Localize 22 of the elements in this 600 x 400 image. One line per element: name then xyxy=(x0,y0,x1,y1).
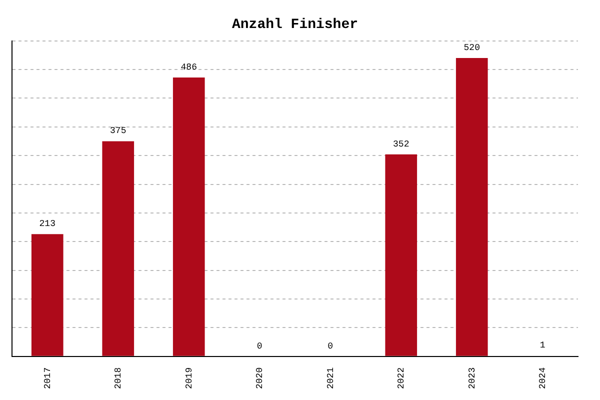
data-label: 0 xyxy=(256,341,262,352)
data-label: 520 xyxy=(464,42,480,53)
x-tick-label: 2020 xyxy=(255,367,266,390)
x-tick-label: 2018 xyxy=(114,367,124,390)
data-label: 0 xyxy=(328,341,334,352)
bar xyxy=(172,78,205,356)
data-label: 213 xyxy=(39,219,56,230)
chart-title: Anzahl Finisher xyxy=(232,16,358,33)
bar xyxy=(102,141,134,356)
x-tick-label: 2017 xyxy=(42,367,53,390)
x-tick-label: 2021 xyxy=(326,367,336,390)
bar xyxy=(456,58,488,356)
x-tick-label: 2019 xyxy=(184,367,194,390)
x-tick-label: 2022 xyxy=(396,367,407,390)
bar xyxy=(31,234,64,356)
x-tick-label: 2023 xyxy=(467,367,478,390)
x-tick-label: 2024 xyxy=(538,367,548,390)
bar xyxy=(385,154,418,356)
data-label: 486 xyxy=(180,62,197,72)
data-label: 1 xyxy=(540,340,546,351)
data-label: 375 xyxy=(110,126,126,136)
data-label: 352 xyxy=(393,139,410,150)
